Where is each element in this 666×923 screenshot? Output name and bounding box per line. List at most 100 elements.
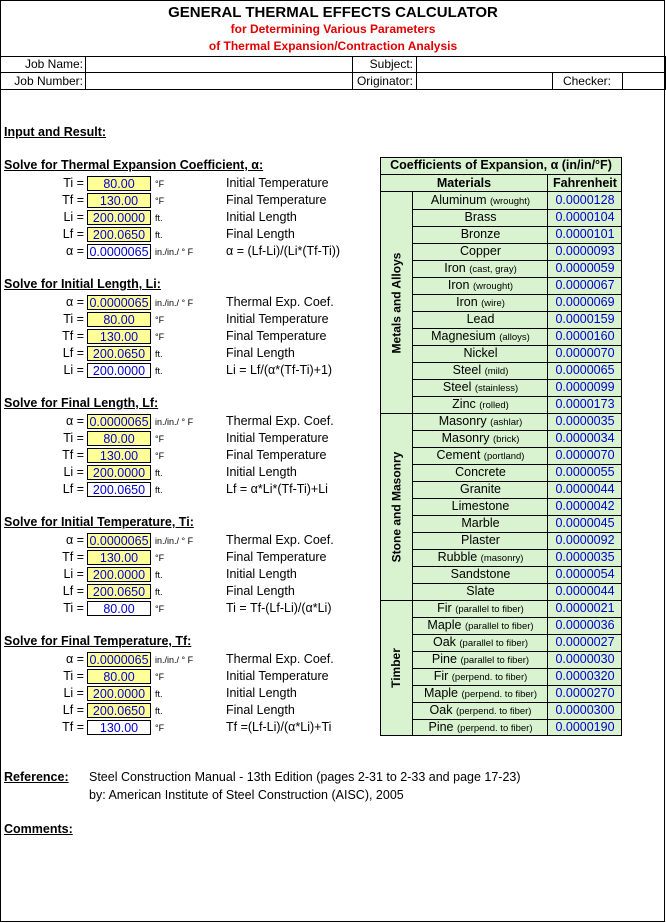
material-note: (perpend. to fiber) xyxy=(455,706,532,717)
material-label: Iron xyxy=(456,295,478,309)
unit-label: °F xyxy=(155,672,165,682)
input-cell[interactable]: 0.0000065 xyxy=(87,652,151,667)
param-label: Lf = xyxy=(62,346,84,360)
material-label: Oak xyxy=(432,635,456,649)
material-label: Steel xyxy=(452,363,482,377)
material-name: Brass xyxy=(413,210,548,224)
param-label: Tf = xyxy=(62,550,84,564)
unit-label: in./in./ ° F xyxy=(155,298,194,308)
unit-label: °F xyxy=(155,332,165,342)
input-cell[interactable]: 200.0650 xyxy=(87,227,151,242)
material-name: Cement (portland) xyxy=(413,448,548,462)
job-name-field[interactable] xyxy=(87,57,350,71)
section-title: Solve for Final Temperature, Tf: xyxy=(4,634,192,648)
material-name: Iron (wire) xyxy=(413,295,548,309)
input-cell[interactable]: 200.0650 xyxy=(87,346,151,361)
checker-field[interactable] xyxy=(624,74,664,88)
group-label: Metals and Alloys xyxy=(389,252,403,353)
group-label: Timber xyxy=(389,648,403,688)
material-name: Pine (parallel to fiber) xyxy=(413,652,548,666)
material-name: Plaster xyxy=(413,533,548,547)
coefficient-value: 0.0000067 xyxy=(555,278,615,292)
material-name: Nickel xyxy=(413,346,548,360)
input-cell[interactable]: 0.0000065 xyxy=(87,533,151,548)
param-label: Lf = xyxy=(62,227,84,241)
unit-label: ft. xyxy=(155,366,163,376)
material-label: Marble xyxy=(461,516,500,530)
param-label: Ti = xyxy=(63,601,84,615)
coefficient-value: 0.0000104 xyxy=(555,210,615,224)
material-name: Maple (perpend. to fiber) xyxy=(413,686,548,700)
input-cell[interactable]: 130.00 xyxy=(87,193,151,208)
param-label: Tf = xyxy=(62,193,84,207)
param-label: α = xyxy=(66,414,84,428)
input-cell[interactable]: 0.0000065 xyxy=(87,295,151,310)
input-cell[interactable]: 200.0650 xyxy=(87,703,151,718)
col-header-materials: Materials xyxy=(436,176,492,190)
unit-label: ft. xyxy=(155,349,163,359)
input-cell[interactable]: 80.00 xyxy=(87,669,151,684)
coefficient-value: 0.0000044 xyxy=(555,482,615,496)
material-name: Zinc (rolled) xyxy=(413,397,548,411)
input-cell[interactable]: 80.00 xyxy=(87,431,151,446)
unit-label: °F xyxy=(155,604,165,614)
material-name: Marble xyxy=(413,516,548,530)
material-note: (mild) xyxy=(484,366,509,377)
coef-table-title: Coefficients of Expansion, α (in/in/°F) xyxy=(390,158,612,172)
coefficient-value: 0.0000099 xyxy=(555,380,615,394)
material-label: Pine xyxy=(431,652,457,666)
coefficient-value: 0.0000092 xyxy=(555,533,615,547)
input-cell[interactable]: 200.0000 xyxy=(87,567,151,582)
param-description: Final Length xyxy=(226,584,295,598)
input-cell[interactable]: 200.0650 xyxy=(87,584,151,599)
input-cell[interactable]: 200.0000 xyxy=(87,465,151,480)
param-description: Final Length xyxy=(226,703,295,717)
result-cell: 130.00 xyxy=(87,720,151,735)
section-title: Solve for Thermal Expansion Coefficient,… xyxy=(4,158,264,172)
input-cell[interactable]: 130.00 xyxy=(87,550,151,565)
param-label: Tf = xyxy=(62,448,84,462)
material-label: Steel xyxy=(442,380,472,394)
input-cell[interactable]: 80.00 xyxy=(87,312,151,327)
unit-label: in./in./ ° F xyxy=(155,536,194,546)
material-name: Iron (wrought) xyxy=(413,278,548,292)
material-label: Sandstone xyxy=(450,567,511,581)
material-name: Pine (perpend. to fiber) xyxy=(413,720,548,734)
job-number-field[interactable] xyxy=(87,74,350,88)
param-description: Tf =(Lf-Li)/(α*Li)+Ti xyxy=(226,720,332,734)
subject-field[interactable] xyxy=(418,57,664,71)
param-label: Ti = xyxy=(63,176,84,190)
result-cell: 200.0650 xyxy=(87,482,151,497)
material-note: (portland) xyxy=(483,451,525,462)
unit-label: °F xyxy=(155,451,165,461)
unit-label: ft. xyxy=(155,570,163,580)
material-label: Limestone xyxy=(451,499,510,513)
param-description: Final Temperature xyxy=(226,329,327,343)
param-label: Tf = xyxy=(62,329,84,343)
param-label: Li = xyxy=(63,567,84,581)
material-name: Masonry (ashlar) xyxy=(413,414,548,428)
material-label: Masonry xyxy=(441,431,490,445)
material-note: (perpend. to fiber) xyxy=(457,723,533,734)
unit-label: ft. xyxy=(155,213,163,223)
input-cell[interactable]: 0.0000065 xyxy=(87,414,151,429)
param-description: α = (Lf-Li)/(Li*(Tf-Ti)) xyxy=(226,244,341,258)
input-cell[interactable]: 200.0000 xyxy=(87,210,151,225)
originator-field[interactable] xyxy=(418,74,550,88)
coefficient-value: 0.0000270 xyxy=(555,686,615,700)
result-cell: 200.0000 xyxy=(87,363,151,378)
input-cell[interactable]: 80.00 xyxy=(87,176,151,191)
coefficient-value: 0.0000034 xyxy=(555,431,615,445)
coefficient-value: 0.0000070 xyxy=(555,346,615,360)
reference-line-2: by: American Institute of Steel Construc… xyxy=(89,788,404,802)
input-cell[interactable]: 200.0000 xyxy=(87,686,151,701)
material-note: (stainless) xyxy=(474,383,519,394)
material-label: Nickel xyxy=(463,346,498,360)
section-title: Solve for Final Length, Lf: xyxy=(4,396,159,410)
material-label: Iron xyxy=(447,278,470,292)
input-cell[interactable]: 130.00 xyxy=(87,448,151,463)
unit-label: °F xyxy=(155,179,165,189)
input-cell[interactable]: 130.00 xyxy=(87,329,151,344)
input-and-result-heading: Input and Result: xyxy=(4,125,107,139)
material-note: (wire) xyxy=(481,298,505,309)
